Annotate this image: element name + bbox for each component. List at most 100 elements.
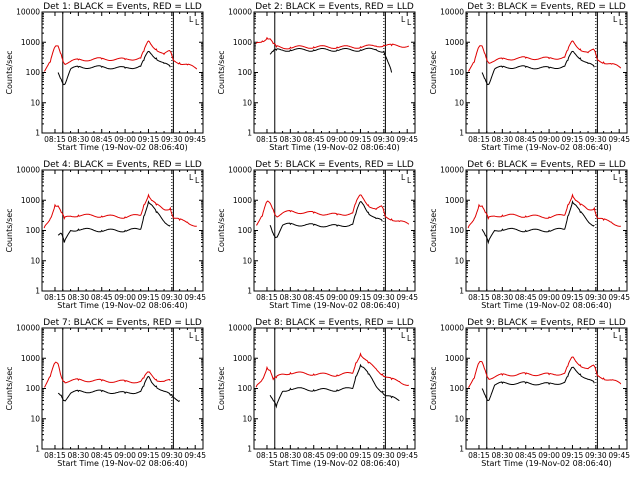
x-axis-label: Start Time (19-Nov-02 08:06:40) — [481, 301, 611, 310]
y-axis-label: Counts/sec — [5, 208, 14, 252]
panel-1: Det 1: BLACK = Events, RED = LLD 1 10 100 10… — [5, 2, 206, 152]
events-series-line — [57, 50, 171, 86]
x-tick-label: 09:45 — [396, 135, 418, 144]
x-tick-label: 08:15 — [468, 135, 490, 144]
marker-legend-letter: L — [619, 18, 624, 27]
x-tick-label: 08:15 — [256, 135, 278, 144]
y-tick-label: 10 — [454, 98, 464, 107]
y-tick-label: 10 — [454, 414, 464, 423]
x-axis-label: Start Time (19-Nov-02 08:06:40) — [269, 143, 399, 152]
y-tick-label: 1000 — [233, 38, 252, 47]
x-tick-label: 08:30 — [280, 451, 302, 460]
y-tick-label: 1 — [459, 129, 464, 138]
x-tick-label: 08:15 — [256, 451, 278, 460]
x-tick-label: 09:45 — [184, 293, 206, 302]
y-tick-label: 10000 — [16, 324, 40, 333]
y-tick-label: 1 — [247, 445, 252, 454]
x-tick-label: 08:45 — [91, 135, 113, 144]
events-series-line — [269, 201, 383, 239]
x-tick-label: 08:30 — [492, 135, 514, 144]
lld-series-line — [467, 193, 621, 229]
marker-legend-letter: L — [613, 15, 618, 24]
x-tick-label: 09:15 — [350, 135, 372, 144]
plot-frame — [465, 327, 628, 450]
y-tick-label: 1000 — [21, 354, 40, 363]
x-tick-label: 09:30 — [585, 451, 607, 460]
x-axis-label: Start Time (19-Nov-02 08:06:40) — [269, 459, 399, 468]
x-tick-label: 08:45 — [515, 293, 537, 302]
x-tick-label: 09:45 — [608, 135, 630, 144]
x-tick-label: 09:45 — [184, 451, 206, 460]
panel-5: Det 5: BLACK = Events, RED = LLD 1 10 100 10… — [217, 160, 418, 310]
x-tick-label: 09:00 — [538, 451, 560, 460]
x-tick-label: 08:30 — [68, 135, 90, 144]
panel-title: Det 2: BLACK = Events, RED = LLD — [255, 2, 414, 12]
x-tick-label: 09:30 — [161, 293, 183, 302]
x-tick-label: 08:45 — [515, 451, 537, 460]
x-tick-label: 09:15 — [562, 451, 584, 460]
marker-legend-letter: L — [189, 173, 194, 182]
plot-frame — [41, 11, 204, 134]
x-tick-label: 08:30 — [280, 135, 302, 144]
events-series-line — [481, 50, 595, 85]
x-tick-label: 08:30 — [68, 293, 90, 302]
x-tick-label: 08:45 — [303, 135, 325, 144]
x-tick-label: 09:30 — [585, 293, 607, 302]
x-tick-label: 09:30 — [373, 293, 395, 302]
x-tick-label: 08:45 — [515, 135, 537, 144]
x-tick-label: 09:45 — [184, 135, 206, 144]
lld-series-line — [468, 356, 622, 388]
x-axis-label: Start Time (19-Nov-02 08:06:40) — [481, 143, 611, 152]
y-tick-label: 1 — [35, 445, 40, 454]
x-tick-label: 08:15 — [468, 451, 490, 460]
y-axis-label: Counts/sec — [429, 50, 438, 94]
panel-title: Det 3: BLACK = Events, RED = LLD — [467, 2, 626, 12]
events-series-line — [269, 363, 400, 409]
x-tick-label: 08:45 — [91, 451, 113, 460]
panel-title: Det 6: BLACK = Events, RED = LLD — [467, 160, 626, 170]
marker-legend-letter: L — [407, 18, 412, 27]
marker-legend-letter: L — [195, 176, 200, 185]
panel-3: Det 3: BLACK = Events, RED = LLD 1 10 100 10… — [429, 2, 630, 152]
lld-series-line — [43, 40, 198, 72]
x-tick-label: 09:15 — [562, 293, 584, 302]
x-tick-label: 09:15 — [138, 293, 160, 302]
y-tick-label: 10000 — [228, 324, 252, 333]
y-tick-label: 10 — [30, 414, 40, 423]
panel-title: Det 7: BLACK = Events, RED = LLD — [43, 318, 202, 328]
panel-title: Det 4: BLACK = Events, RED = LLD — [43, 160, 202, 170]
y-tick-label: 10 — [30, 98, 40, 107]
panel-4: Det 4: BLACK = Events, RED = LLD 1 10 100 10… — [5, 160, 206, 310]
y-tick-label: 10 — [242, 256, 252, 265]
x-tick-label: 09:15 — [138, 135, 160, 144]
plot-frame — [41, 327, 204, 450]
y-tick-label: 10 — [242, 414, 252, 423]
x-tick-label: 09:15 — [562, 135, 584, 144]
events-series-line — [57, 375, 180, 403]
lld-series-line — [43, 193, 197, 229]
y-tick-label: 1000 — [445, 354, 464, 363]
y-tick-label: 10 — [242, 98, 252, 107]
y-tick-label: 10000 — [440, 324, 464, 333]
x-tick-label: 09:45 — [608, 451, 630, 460]
lld-series-line — [255, 36, 410, 50]
y-tick-label: 1000 — [21, 38, 40, 47]
marker-legend-letter: L — [613, 173, 618, 182]
x-tick-label: 09:15 — [350, 293, 372, 302]
panel-title: Det 5: BLACK = Events, RED = LLD — [255, 160, 414, 170]
y-tick-label: 100 — [238, 226, 253, 235]
panel-9: Det 9: BLACK = Events, RED = LLD 1 10 100 10… — [429, 318, 630, 468]
x-tick-label: 08:15 — [44, 135, 66, 144]
y-tick-label: 10000 — [228, 8, 252, 17]
marker-legend-letter: L — [189, 331, 194, 340]
plot-frame — [253, 169, 416, 292]
panel-title: Det 1: BLACK = Events, RED = LLD — [43, 2, 202, 12]
x-tick-label: 09:45 — [396, 293, 418, 302]
x-tick-label: 09:00 — [114, 135, 136, 144]
panel-title: Det 8: BLACK = Events, RED = LLD — [255, 318, 414, 328]
x-tick-label: 09:00 — [538, 135, 560, 144]
panel-title: Det 9: BLACK = Events, RED = LLD — [467, 318, 626, 328]
x-tick-label: 09:45 — [608, 293, 630, 302]
panel-8: Det 8: BLACK = Events, RED = LLD 1 10 100 10… — [217, 318, 418, 468]
